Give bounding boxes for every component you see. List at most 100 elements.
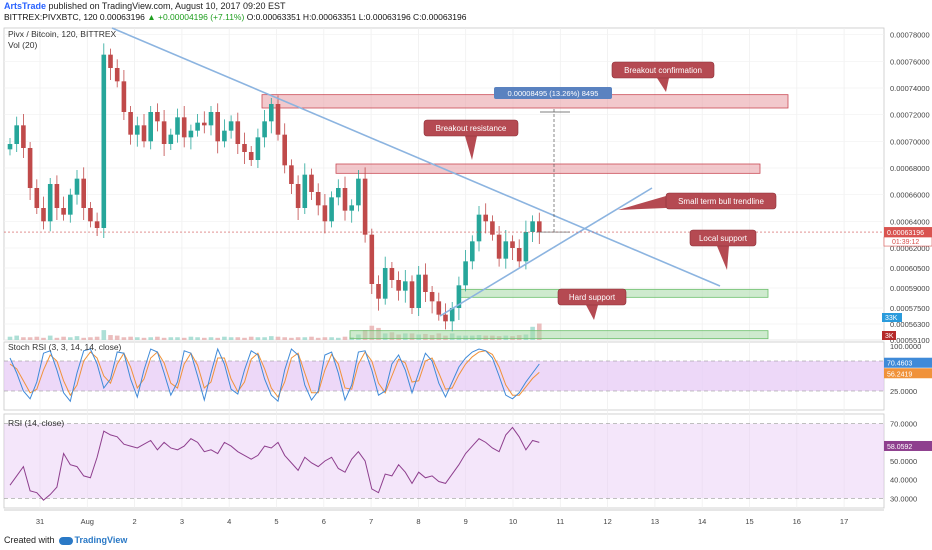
x-tick-label: 10 (509, 517, 517, 526)
author-name[interactable]: ArtsTrade (4, 1, 47, 11)
volume-bar (14, 335, 19, 340)
volume-bar (188, 336, 194, 340)
candle-body (530, 221, 535, 232)
candle-body (322, 205, 328, 222)
candle-body (537, 221, 542, 232)
candle-body (315, 192, 321, 206)
candle-body (342, 188, 348, 211)
price-change: ▲ +0.00004196 (+7.11%) (147, 12, 245, 22)
footer: Created with TradingView (4, 535, 127, 545)
volume-bar (74, 336, 80, 340)
volume-bar (68, 337, 73, 340)
candle-body (523, 232, 529, 262)
volume-bar (141, 337, 147, 340)
rsi-line (9, 426, 540, 501)
candle-body (289, 165, 294, 184)
x-tick-label: 15 (745, 517, 753, 526)
stoch-legend: Stoch RSI (3, 3, 14, 14, close) (8, 342, 122, 352)
candle-body (215, 112, 220, 142)
candle-body (516, 248, 522, 262)
volume-bar (275, 336, 281, 340)
x-tick-label: 9 (464, 517, 468, 526)
volume-bar (262, 337, 267, 340)
small-term-callout-label: Small term bull trendline (678, 197, 764, 206)
volume-bar (235, 337, 241, 340)
x-tick-label: 3 (180, 517, 184, 526)
breakout-resistance-zone (335, 163, 761, 174)
countdown-label: 01:39:12 (892, 239, 919, 246)
candle-body (148, 112, 153, 142)
last-price-tag (884, 227, 932, 238)
chart-area[interactable]: 31 Aug 2 3 4 5 6 7 8 9 10 11 12 13 14 15 16 17 0.00078000 0… (0, 24, 932, 530)
candle-body (483, 214, 488, 222)
volume-bar (128, 336, 133, 340)
breakout-confirmation-callout-label: Breakout confirmation (624, 66, 702, 75)
volume-bar (114, 335, 120, 340)
hard-support-zone (349, 330, 769, 340)
candle-body (470, 241, 475, 262)
volume-bar (168, 337, 174, 340)
price-tick-label: 0.00066000 (890, 191, 930, 200)
candle-body (336, 188, 341, 198)
candle-body (188, 130, 194, 138)
candle-body (101, 54, 107, 229)
volume-bar (342, 336, 348, 340)
price-tick-label: 0.00074000 (890, 84, 930, 93)
vol-tag-label-2: 3K (885, 333, 894, 340)
tradingview-logo-icon (58, 536, 73, 545)
countdown-tag (883, 236, 932, 247)
candle-body (356, 178, 361, 206)
descending-trendline (111, 27, 721, 287)
candle-body (208, 112, 214, 126)
price-tick-label: 0.00076000 (890, 57, 930, 66)
price-tick-label: 0.00057500 (890, 304, 930, 313)
price-tick-label: 0.00070000 (890, 137, 930, 146)
candle-body (423, 274, 428, 292)
candle-body (128, 112, 133, 135)
last-price-tag-label: 0.00063196 (887, 230, 924, 237)
candle-body (47, 184, 53, 222)
price-tick-label: 0.00059000 (890, 284, 930, 293)
candle-body (262, 121, 267, 138)
candle-body (181, 117, 187, 138)
candle-body (135, 125, 140, 135)
ohlc-values: O:0.00063351 H:0.00063351 L:0.00063196 C… (246, 12, 467, 22)
candle-body (510, 241, 515, 248)
candle-body (382, 268, 388, 299)
footer-brand[interactable]: TradingView (74, 535, 128, 545)
volume-bar (121, 337, 127, 340)
candle-body (403, 281, 408, 291)
candle-body (436, 301, 442, 315)
candle-body (34, 188, 40, 208)
candle-body (302, 174, 308, 208)
price-tick-label: 0.00062000 (890, 244, 930, 253)
breakout-resistance-callout-box (423, 119, 519, 137)
volume-bar (329, 337, 334, 340)
local-support-callout-label: Local support (699, 234, 748, 243)
published-text: published on TradingView.com, August 10,… (48, 1, 286, 11)
x-tick-label: 12 (603, 517, 611, 526)
candle-body (295, 184, 301, 208)
candle-body (496, 234, 502, 259)
hard-support-callout-box (557, 288, 627, 306)
volume-bar (255, 337, 261, 340)
volume-bar (7, 336, 13, 340)
rsi-tick-label: 40.0000 (890, 476, 917, 485)
stoch-d-tag-label: 56.2419 (887, 371, 912, 378)
volume-bar (181, 337, 187, 340)
candle-body (490, 221, 495, 235)
price-tick-label: 0.00060500 (890, 264, 930, 273)
x-tick-label: 13 (651, 517, 659, 526)
volume-bar (61, 336, 66, 340)
measure-label: 0.00008495 (13.26%) 8495 (508, 89, 599, 98)
candle-body (88, 208, 93, 222)
volume-bar (248, 336, 254, 340)
price-tick-label: 0.00064000 (890, 217, 930, 226)
hard-support-callout-pointer (586, 305, 598, 320)
volume-bar (302, 337, 308, 340)
volume-bar (27, 337, 33, 340)
x-tick-label: 4 (227, 517, 231, 526)
candle-body (141, 125, 147, 142)
stoch-k-tag (884, 357, 932, 368)
candle-body (121, 81, 127, 112)
